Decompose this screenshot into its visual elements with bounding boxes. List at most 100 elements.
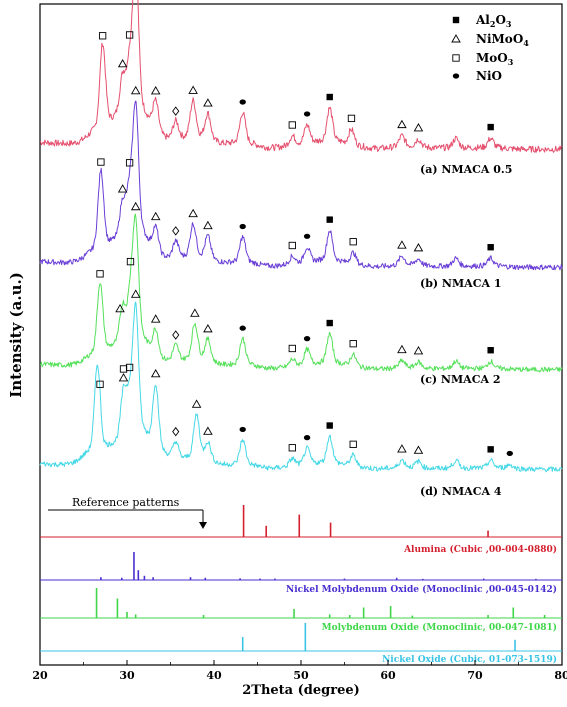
open-square-marker <box>125 363 134 372</box>
open-triangle-marker <box>203 323 213 333</box>
open-square-marker <box>96 380 104 388</box>
filled-circle-marker <box>506 450 513 457</box>
reference-label: Molybdenum Oxide (Monoclinic, 00-047-108… <box>322 622 557 633</box>
x-axis-title: 2Theta (degree) <box>242 683 360 698</box>
open-triangle-marker <box>451 34 461 43</box>
open-diamond-marker <box>172 106 180 116</box>
x-tick-label: 80 <box>554 669 567 682</box>
filled-square-marker <box>326 319 333 327</box>
filled-circle-marker <box>303 111 311 117</box>
filled-circle-marker <box>303 435 311 441</box>
filled-square-marker <box>326 93 333 101</box>
reference-patterns: Alumina (Cubic ,00-004-0880) Nickel Molyb… <box>40 505 562 665</box>
filled-circle-marker <box>239 223 246 230</box>
series-curve <box>39 0 563 153</box>
x-tick-label: 20 <box>32 669 48 682</box>
open-square-marker <box>96 270 104 278</box>
open-diamond-marker <box>172 426 180 437</box>
open-square-marker <box>288 241 296 250</box>
open-triangle-marker <box>397 240 407 249</box>
open-triangle-marker <box>150 314 161 323</box>
sample-label: (d) NMACA 4 <box>420 485 502 498</box>
sample-label: (a) NMACA 0.5 <box>420 163 512 176</box>
open-square-marker <box>452 54 460 62</box>
filled-circle-marker <box>452 73 460 79</box>
open-triangle-marker <box>203 426 213 435</box>
legend-label: NiMoO4 <box>476 32 529 48</box>
sample-label: (c) NMACA 2 <box>420 373 500 386</box>
open-square-marker <box>98 32 107 40</box>
open-triangle-marker <box>203 220 213 230</box>
filled-circle-marker <box>239 325 246 331</box>
open-square-marker <box>288 121 296 129</box>
series-curve <box>39 213 563 373</box>
open-triangle-marker <box>413 346 424 355</box>
legend-label: NiO <box>476 69 502 83</box>
filled-square-marker <box>487 347 494 354</box>
xrd-curves <box>39 0 563 473</box>
open-triangle-marker <box>150 85 161 95</box>
open-triangle-marker <box>115 303 125 313</box>
open-triangle-marker <box>188 85 198 94</box>
filled-square-marker <box>487 244 494 251</box>
open-square-marker <box>349 440 357 448</box>
sample-labels: (a) NMACA 0.5 (b) NMACA 1 (c) NMACA 2 (d) N… <box>420 163 512 498</box>
open-square-marker <box>125 159 134 167</box>
filled-square-marker <box>487 446 494 453</box>
open-diamond-marker <box>172 330 180 340</box>
filled-square-marker <box>487 123 494 131</box>
x-tick-label: 50 <box>293 669 309 682</box>
reference-annotation: Reference patterns <box>48 496 207 529</box>
open-square-marker <box>288 344 296 353</box>
x-tick-label: 30 <box>119 669 135 682</box>
filled-circle-marker <box>303 336 311 342</box>
open-triangle-marker <box>150 368 161 378</box>
open-square-marker <box>119 365 128 373</box>
open-triangle-marker <box>117 184 128 193</box>
open-square-marker <box>349 238 357 246</box>
filled-square-marker <box>452 16 460 24</box>
legend-label: Al2O3 <box>475 13 512 29</box>
x-tick-label: 70 <box>467 669 483 682</box>
x-axis: 20 30 40 50 60 70 80 <box>32 660 567 682</box>
open-square-marker <box>288 444 296 452</box>
legend: Al2O3 NiMoO4 MoO3 NiO <box>451 13 529 83</box>
open-square-marker <box>347 114 356 123</box>
filled-square-marker <box>326 422 333 429</box>
reference-label: Nickel Oxide (Cubic, 01-073-1519) <box>382 654 557 665</box>
filled-circle-marker <box>239 426 246 433</box>
series-curve <box>39 100 563 271</box>
open-triangle-marker <box>413 122 424 132</box>
open-triangle-marker <box>190 308 200 317</box>
open-square-marker <box>97 158 105 166</box>
open-triangle-marker <box>150 211 161 221</box>
reference-label: Nickel Molybdenum Oxide (Monoclinic ,00-… <box>286 584 557 595</box>
open-triangle-marker <box>130 289 141 298</box>
open-triangle-marker <box>191 399 202 408</box>
open-square-marker <box>125 31 134 39</box>
open-triangle-marker <box>397 444 407 453</box>
phase-markers <box>96 31 513 457</box>
open-triangle-marker <box>413 242 424 252</box>
filled-circle-marker <box>239 99 246 105</box>
x-tick-label: 40 <box>206 669 222 682</box>
open-triangle-marker <box>397 344 407 354</box>
arrow-head <box>199 522 207 529</box>
y-axis-title: Intensity (a.u.) <box>7 272 25 398</box>
annotation-text: Reference patterns <box>72 496 180 509</box>
filled-square-marker <box>326 216 333 223</box>
open-triangle-marker <box>117 58 128 68</box>
open-triangle-marker <box>397 119 407 129</box>
x-tick-label: 60 <box>380 669 396 682</box>
open-square-marker <box>349 340 357 348</box>
open-triangle-marker <box>130 85 141 95</box>
open-square-marker <box>126 257 135 266</box>
reference-label: Alumina (Cubic ,00-004-0880) <box>403 544 557 555</box>
open-triangle-marker <box>130 201 141 211</box>
series-curve <box>39 301 563 473</box>
open-triangle-marker <box>188 208 198 218</box>
open-diamond-marker <box>172 226 180 236</box>
open-triangle-marker <box>413 445 424 454</box>
sample-label: (b) NMACA 1 <box>420 277 501 290</box>
